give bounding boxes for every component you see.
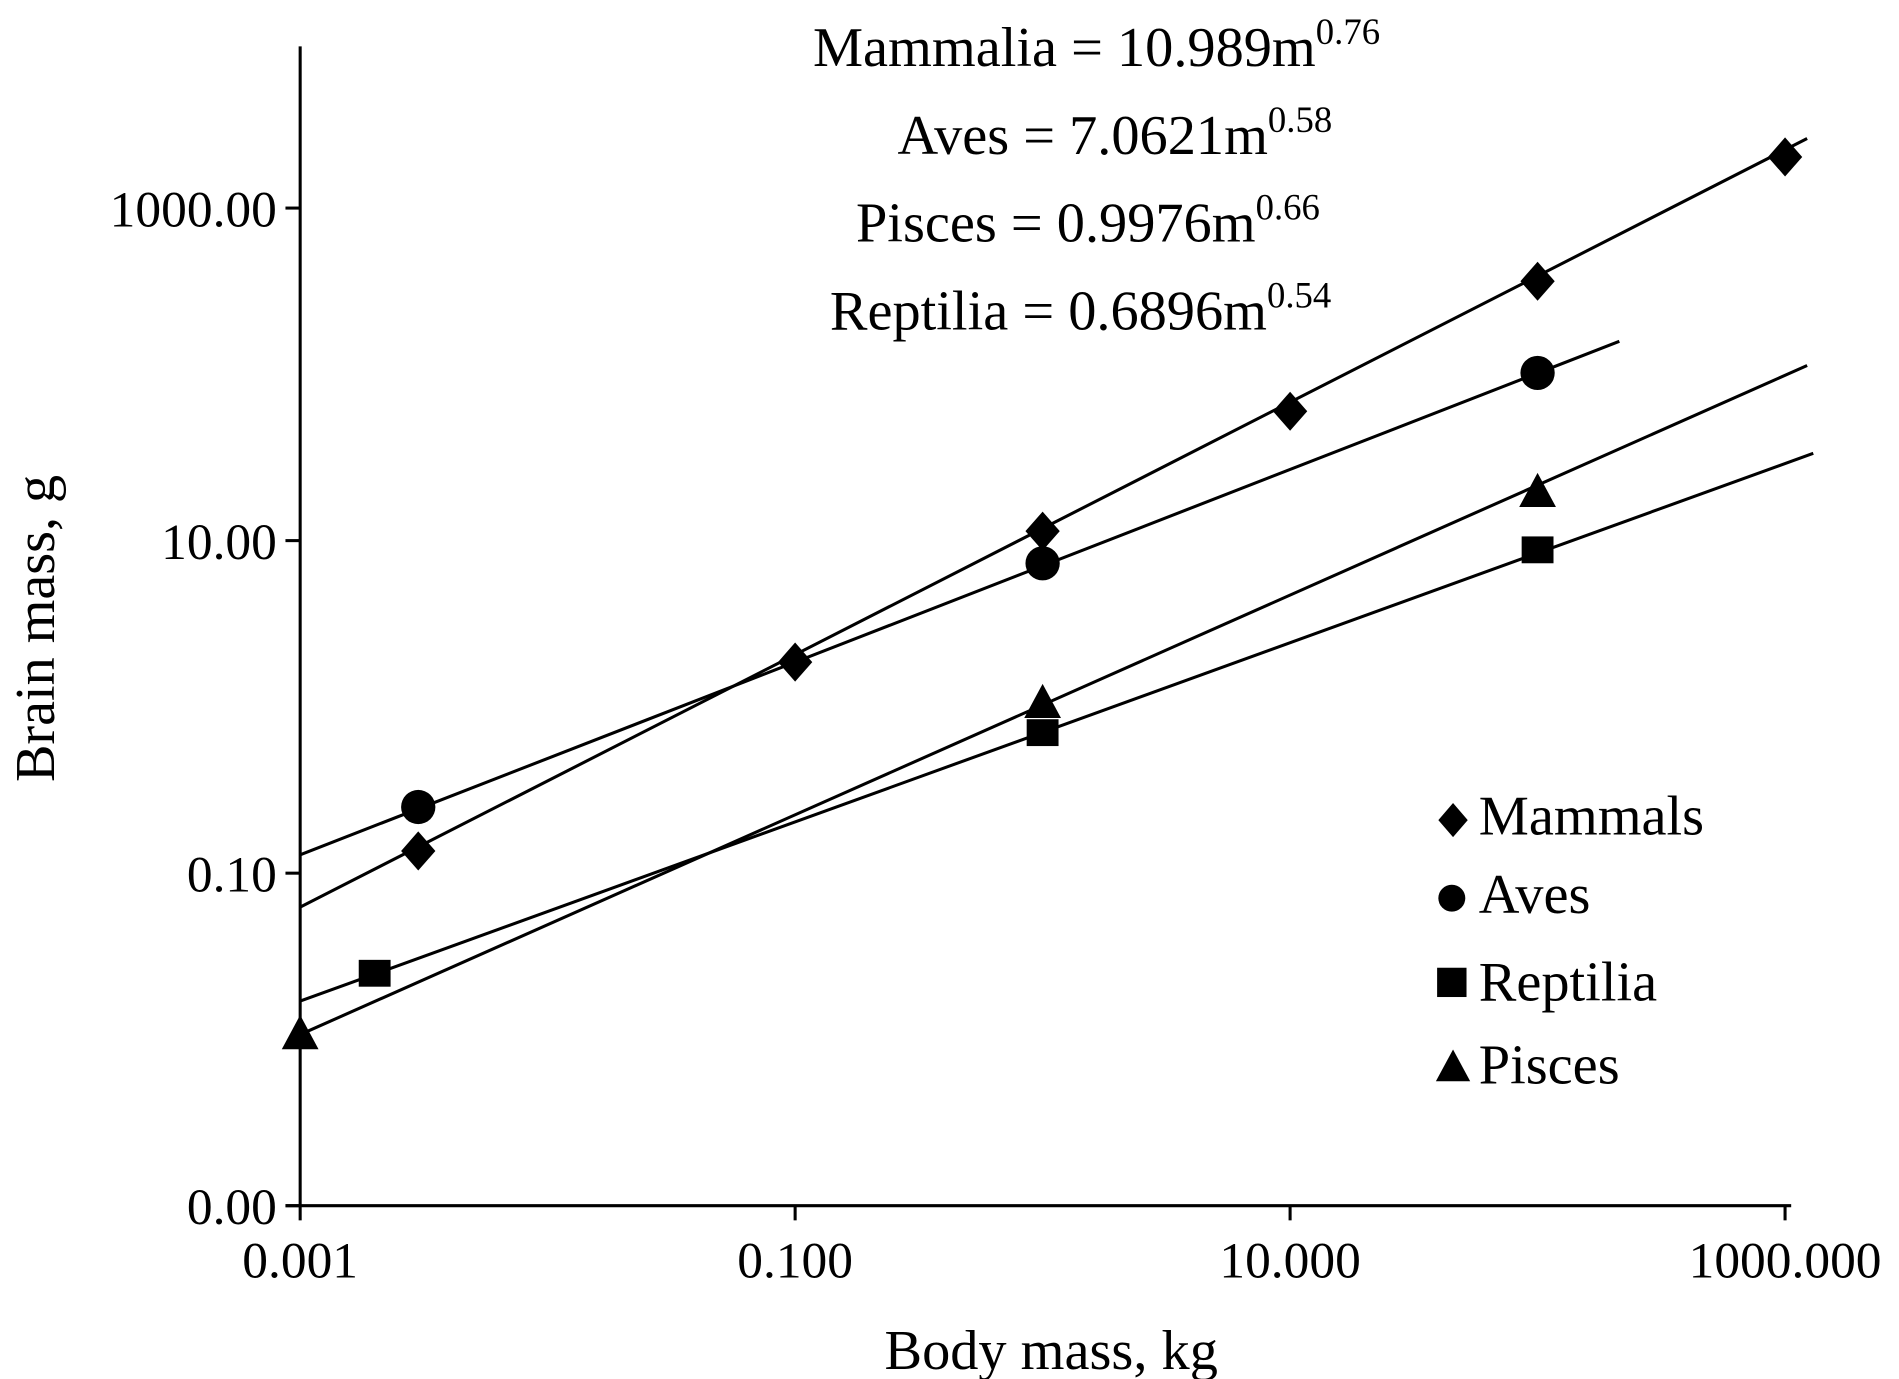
y-tick-label: 10.00 [161,514,277,571]
data-point-aves [1025,546,1060,581]
data-point-mammals [1767,137,1803,177]
legend-label-reptilia: Reptilia [1479,952,1657,1014]
y-tick-label: 0.10 [187,847,277,904]
x-tick-label: 10.000 [1219,1233,1360,1290]
y-tick-label: 0.00 [187,1179,277,1236]
data-point-reptilia [358,959,391,987]
equation-reptilia: Reptilia = 0.6896m0.54 [830,275,1331,343]
data-point-pisces [1519,472,1556,508]
equation-aves: Aves = 7.0621m0.58 [898,99,1333,167]
equations: Mammalia = 10.989m0.76 Aves = 7.0621m0.5… [813,11,1380,342]
data-point-aves [1520,355,1555,390]
legend-label-pisces: Pisces [1479,1035,1620,1097]
y-tick-label: 1000.00 [110,181,277,238]
fit-line-pisces [299,364,1808,1036]
data-point-mammals [1520,261,1555,301]
fit-line-aves [299,339,1620,857]
legend-triangle-icon [1435,1049,1471,1082]
legend-diamond-icon [1438,802,1468,838]
data-point-reptilia [1026,719,1059,747]
data-point-pisces [1024,683,1061,719]
equation-pisces: Pisces = 0.9976m0.66 [856,187,1320,255]
legend: Mammals Aves Reptilia Pisces [1435,786,1704,1097]
x-tick-label: 1000.000 [1689,1233,1882,1290]
legend-label-aves: Aves [1479,864,1591,926]
data-point-mammals [1025,511,1060,551]
x-tick-label: 0.001 [242,1233,358,1290]
data-point-pisces [281,1015,319,1050]
x-tick-label: 0.100 [737,1233,853,1290]
data-point-mammals [401,831,436,871]
legend-label-mammals: Mammals [1479,786,1704,848]
legend-square-icon [1437,967,1467,998]
fit-line-mammals [299,137,1808,909]
equation-mammalia: Mammalia = 10.989m0.76 [813,11,1380,79]
data-point-reptilia [1521,536,1554,564]
y-axis-label: Brain mass, g [5,475,67,782]
x-axis-label: Body mass, kg [884,1320,1217,1379]
legend-circle-icon [1438,884,1466,912]
data-point-aves [401,789,436,825]
